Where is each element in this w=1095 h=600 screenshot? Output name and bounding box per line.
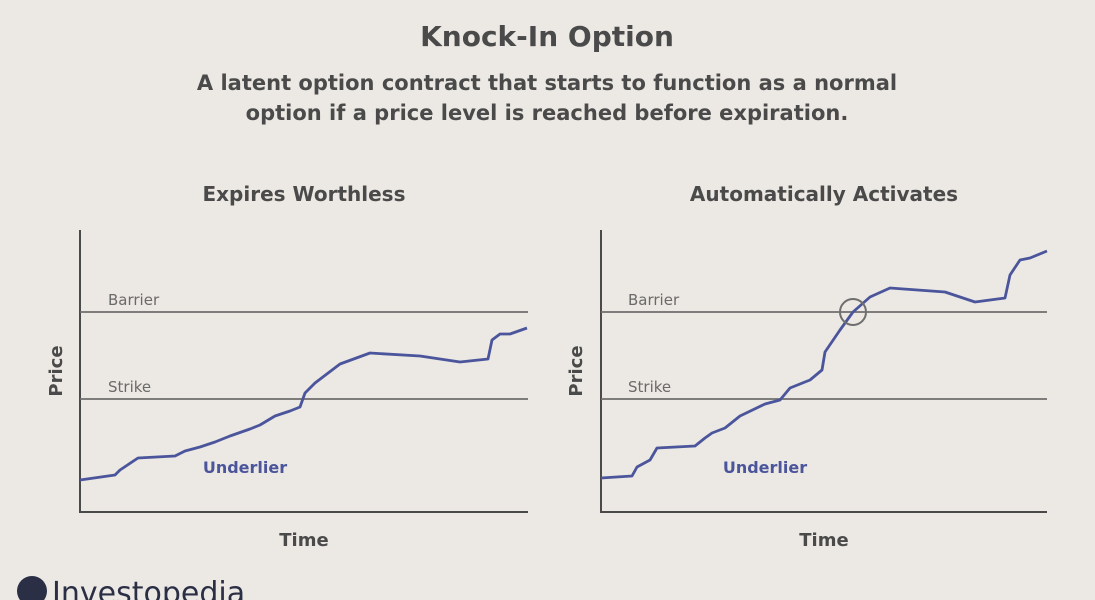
activation-marker bbox=[839, 298, 867, 326]
logo-text: Investopedia bbox=[52, 576, 245, 600]
y-axis-label: Price bbox=[46, 345, 67, 396]
strike-label: Strike bbox=[628, 378, 671, 396]
x-axis-label: Time bbox=[799, 530, 848, 551]
panel-title: Expires Worthless bbox=[202, 182, 405, 206]
underlier-curve bbox=[600, 249, 1048, 480]
axes bbox=[79, 230, 528, 513]
logo-icon bbox=[17, 576, 47, 600]
panel-title: Automatically Activates bbox=[690, 182, 958, 206]
title: Knock-In Option bbox=[420, 20, 674, 53]
panel: Automatically Activates Barrier Strike U… bbox=[566, 182, 1048, 551]
barrier-label: Barrier bbox=[628, 291, 680, 309]
series-label: Underlier bbox=[203, 458, 287, 477]
underlier-curve bbox=[79, 326, 528, 482]
axes bbox=[600, 230, 1047, 513]
barrier-label: Barrier bbox=[108, 291, 160, 309]
series-label: Underlier bbox=[723, 458, 807, 477]
x-axis-label: Time bbox=[279, 530, 328, 551]
panel: Expires Worthless Barrier Strike Underli… bbox=[46, 182, 528, 551]
y-axis-label: Price bbox=[566, 345, 587, 396]
strike-label: Strike bbox=[108, 378, 151, 396]
subtitle: option if a price level is reached befor… bbox=[246, 101, 849, 125]
subtitle: A latent option contract that starts to … bbox=[197, 71, 897, 95]
logo: Investopedia bbox=[17, 576, 245, 600]
